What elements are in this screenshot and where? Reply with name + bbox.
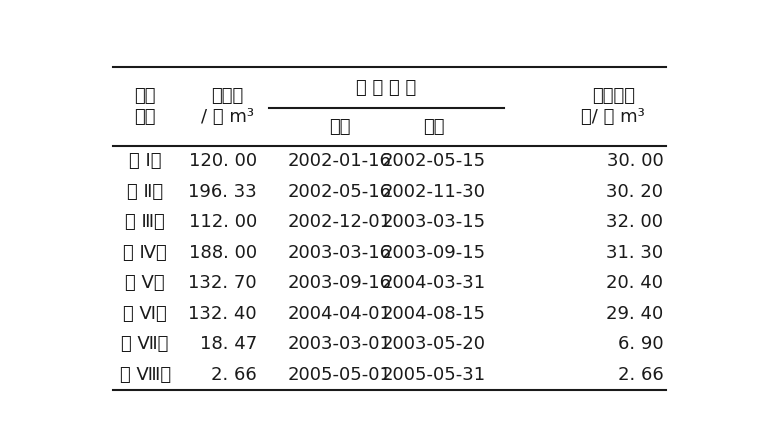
Text: 分期: 分期 (135, 108, 156, 126)
Text: 开始: 开始 (328, 118, 350, 136)
Text: 2005-05-01: 2005-05-01 (287, 366, 391, 384)
Text: 2. 66: 2. 66 (618, 366, 663, 384)
Text: 填 筑 时 期: 填 筑 时 期 (356, 79, 416, 97)
Text: 2003-09-16: 2003-09-16 (287, 274, 391, 293)
Text: 2003-05-20: 2003-05-20 (382, 335, 486, 353)
Text: 2003-03-16: 2003-03-16 (287, 244, 391, 262)
Text: 29. 40: 29. 40 (606, 305, 663, 323)
Text: 第 Ⅰ期: 第 Ⅰ期 (128, 153, 161, 170)
Text: 第 Ⅴ期: 第 Ⅴ期 (125, 274, 165, 293)
Text: 结束: 结束 (423, 118, 445, 136)
Text: 112. 00: 112. 00 (188, 214, 257, 231)
Text: 2002-05-16: 2002-05-16 (287, 183, 391, 201)
Text: 第 Ⅳ期: 第 Ⅳ期 (123, 244, 167, 262)
Text: 第 Ⅱ期: 第 Ⅱ期 (127, 183, 163, 201)
Text: 30. 00: 30. 00 (606, 153, 663, 170)
Text: 第 Ⅶ期: 第 Ⅶ期 (122, 335, 169, 353)
Text: 2003-03-01: 2003-03-01 (287, 335, 391, 353)
Text: 度/ 万 m³: 度/ 万 m³ (581, 108, 645, 126)
Text: 月平均强: 月平均强 (592, 87, 635, 105)
Text: 2002-12-01: 2002-12-01 (287, 214, 391, 231)
Text: 2004-08-15: 2004-08-15 (382, 305, 486, 323)
Text: 2002-11-30: 2002-11-30 (382, 183, 486, 201)
Text: 第 Ⅲ期: 第 Ⅲ期 (125, 214, 165, 231)
Text: 第 Ⅷ期: 第 Ⅷ期 (119, 366, 171, 384)
Text: 196. 33: 196. 33 (188, 183, 257, 201)
Text: 31. 30: 31. 30 (606, 244, 663, 262)
Text: 2. 66: 2. 66 (211, 366, 257, 384)
Text: 6. 90: 6. 90 (618, 335, 663, 353)
Text: 工程量: 工程量 (211, 87, 244, 105)
Text: 2002-01-16: 2002-01-16 (287, 153, 391, 170)
Text: 132. 40: 132. 40 (188, 305, 257, 323)
Text: 188. 00: 188. 00 (188, 244, 257, 262)
Text: 2002-05-15: 2002-05-15 (382, 153, 486, 170)
Text: 30. 20: 30. 20 (606, 183, 663, 201)
Text: 120. 00: 120. 00 (188, 153, 257, 170)
Text: 填筑: 填筑 (135, 87, 156, 105)
Text: 132. 70: 132. 70 (188, 274, 257, 293)
Text: / 万 m³: / 万 m³ (201, 108, 254, 126)
Text: 18. 47: 18. 47 (200, 335, 257, 353)
Text: 2003-09-15: 2003-09-15 (382, 244, 486, 262)
Text: 第 Ⅵ期: 第 Ⅵ期 (123, 305, 167, 323)
Text: 2004-03-31: 2004-03-31 (382, 274, 486, 293)
Text: 32. 00: 32. 00 (606, 214, 663, 231)
Text: 20. 40: 20. 40 (606, 274, 663, 293)
Text: 2003-03-15: 2003-03-15 (382, 214, 486, 231)
Text: 2005-05-31: 2005-05-31 (382, 366, 486, 384)
Text: 2004-04-01: 2004-04-01 (287, 305, 391, 323)
